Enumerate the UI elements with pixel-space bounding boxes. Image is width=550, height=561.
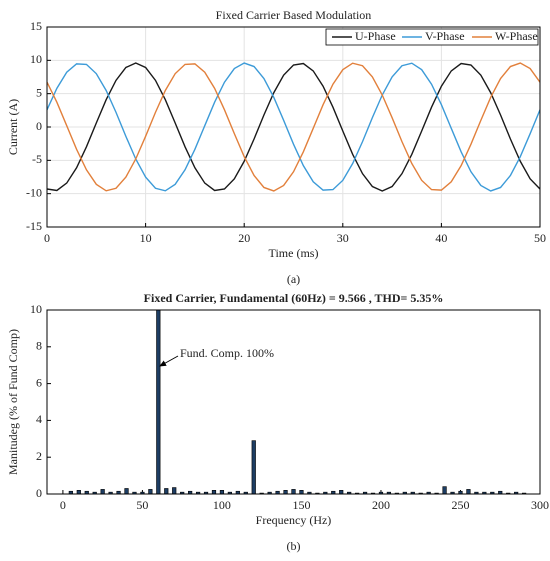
y-tick-label: 10 <box>30 302 42 316</box>
x-tick-label: 100 <box>213 498 231 512</box>
bar <box>291 489 296 494</box>
x-tick-label: 150 <box>292 498 310 512</box>
y-tick-label: 0 <box>36 486 42 500</box>
x-tick-label: 200 <box>372 498 390 512</box>
bar <box>251 440 256 494</box>
annotation-arrow <box>159 355 179 367</box>
y-tick-label: -10 <box>26 185 42 199</box>
caption: (b) <box>287 539 301 553</box>
bar <box>227 491 232 494</box>
bar <box>474 491 479 494</box>
bar <box>362 491 368 494</box>
legend-label: V-Phase <box>425 29 465 43</box>
bar <box>140 491 145 494</box>
bar <box>243 491 248 494</box>
caption: (a) <box>287 272 300 286</box>
bar <box>482 491 487 494</box>
x-axis-label: Frequency (Hz) <box>256 513 332 527</box>
bar <box>339 490 344 494</box>
bar <box>378 491 384 494</box>
axes-frame <box>46 26 541 228</box>
y-tick-label: 0 <box>36 119 42 133</box>
bar <box>450 491 455 494</box>
bar <box>100 489 105 494</box>
x-tick-label: 40 <box>435 231 447 245</box>
bar <box>386 491 392 494</box>
bar <box>211 490 217 494</box>
chart-title: Fixed Carrier, Fundamental (60Hz) = 9.56… <box>144 291 444 305</box>
chart-title: Fixed Carrier Based Modulation <box>216 8 372 22</box>
bar <box>219 490 225 494</box>
x-tick-label: 50 <box>534 231 546 245</box>
y-axis-label: Manitudeg (% of Fund Comp) <box>6 329 20 475</box>
y-tick-label: 4 <box>36 412 42 426</box>
bar <box>132 491 137 494</box>
plot-area <box>47 310 540 494</box>
bar <box>156 310 161 494</box>
bar <box>76 490 81 494</box>
bar <box>180 491 185 494</box>
bar <box>402 491 407 494</box>
x-tick-label: 300 <box>531 498 549 512</box>
bar <box>267 491 272 494</box>
annotation: Fund. Comp. 100% <box>180 346 274 360</box>
y-tick-label: 8 <box>36 339 42 353</box>
y-tick-label: 10 <box>30 52 42 66</box>
x-tick-label: 250 <box>451 498 469 512</box>
legend-box <box>325 28 539 46</box>
y-tick-label: -15 <box>26 219 42 233</box>
bar <box>490 491 495 494</box>
x-tick-label: 50 <box>136 498 148 512</box>
x-axis-label: Time (ms) <box>269 246 319 260</box>
bar <box>323 491 328 494</box>
bar <box>108 491 113 494</box>
bar <box>283 490 288 494</box>
y-axis-label: Current (A) <box>6 99 20 155</box>
bar <box>92 491 97 494</box>
legend-label: U-Phase <box>355 29 396 43</box>
x-tick-label: 0 <box>44 231 50 245</box>
y-tick-label: 2 <box>36 449 42 463</box>
bar <box>466 489 471 494</box>
series-line <box>47 62 540 192</box>
y-tick-label: 6 <box>36 375 42 389</box>
x-tick-label: 0 <box>60 498 66 512</box>
bar <box>195 491 201 494</box>
bar <box>172 487 177 494</box>
x-tick-label: 10 <box>140 231 152 245</box>
legend-label: W-Phase <box>495 29 538 43</box>
bar <box>347 491 352 494</box>
x-tick-label: 20 <box>238 231 250 245</box>
bar <box>426 491 431 494</box>
series-line <box>47 62 540 192</box>
bar <box>307 491 312 494</box>
bar <box>410 491 415 494</box>
bar <box>442 486 447 494</box>
series-line <box>47 62 540 192</box>
bar <box>299 490 304 494</box>
y-tick-label: -5 <box>32 152 42 166</box>
axes-frame <box>46 309 541 495</box>
bar <box>514 491 519 494</box>
bar <box>148 489 153 494</box>
bar <box>203 491 209 494</box>
x-tick-label: 30 <box>337 231 349 245</box>
bar <box>124 488 129 494</box>
y-tick-label: 5 <box>36 85 42 99</box>
bar <box>164 488 169 494</box>
y-tick-label: 15 <box>30 19 42 33</box>
